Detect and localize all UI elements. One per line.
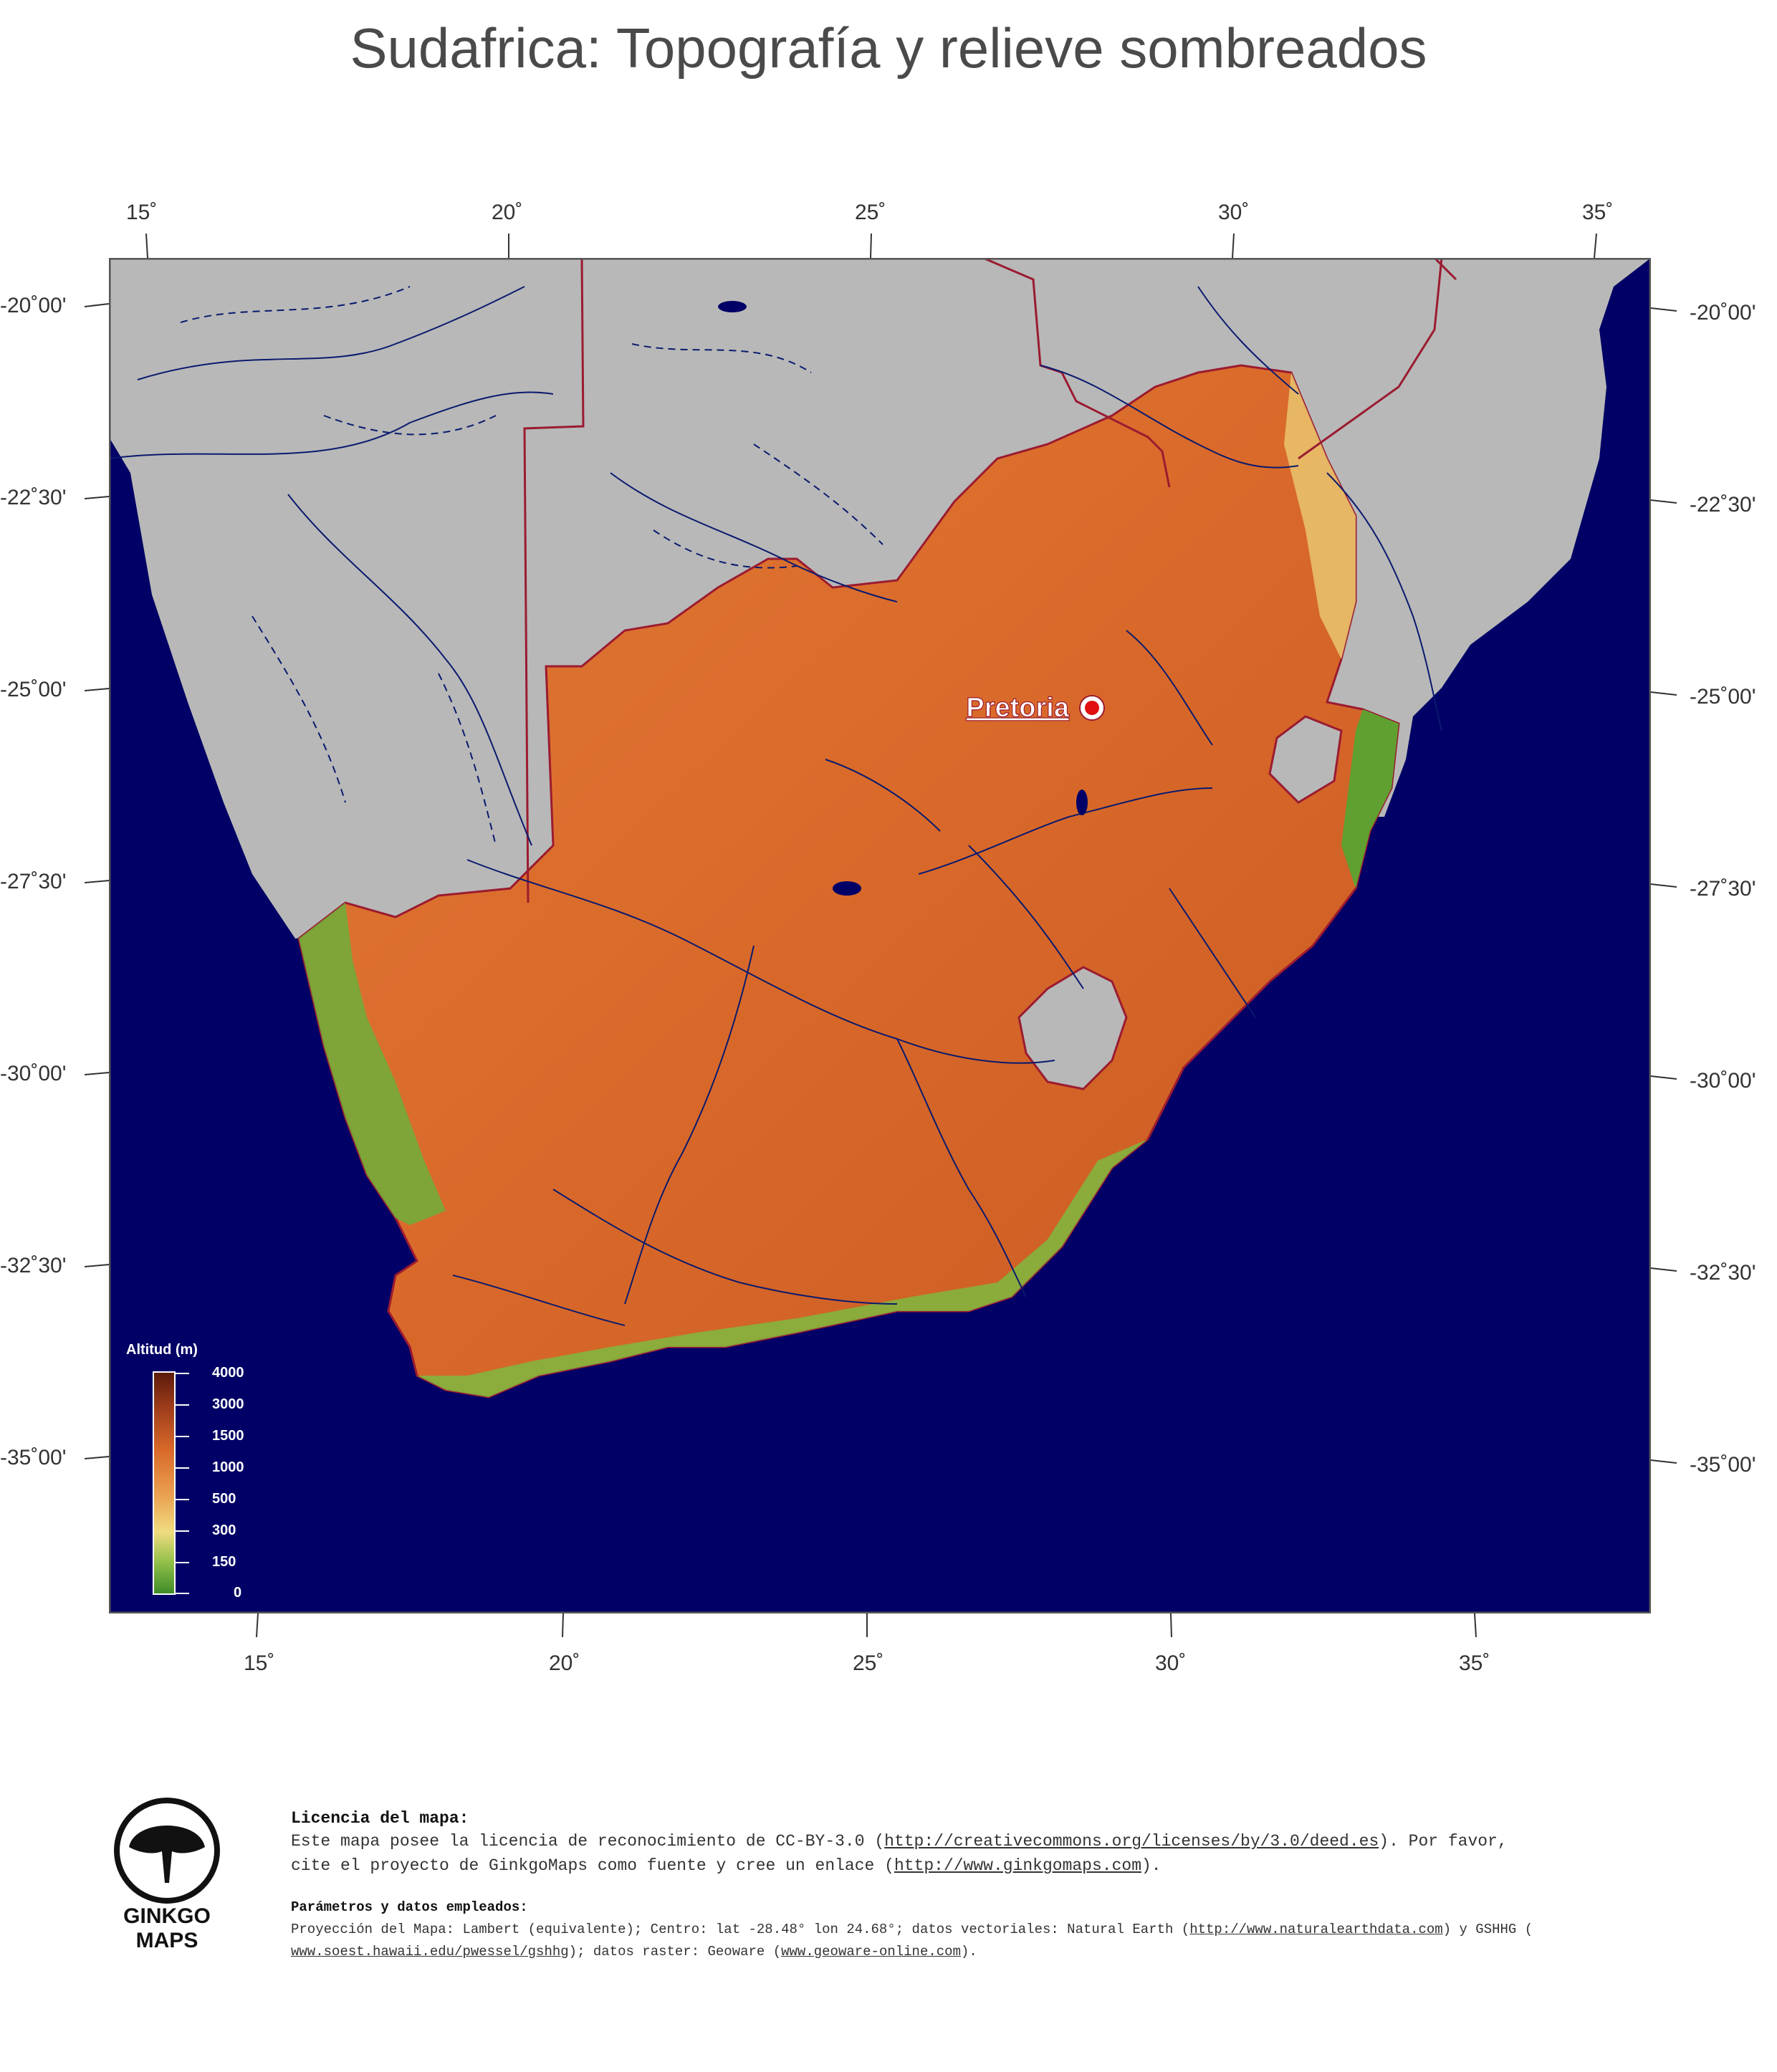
bottom-lon-label: 35˚ <box>1459 1651 1490 1675</box>
ginkgo-leaf-icon <box>114 1798 220 1904</box>
capital-marker[interactable] <box>1079 695 1105 721</box>
bottom-lon-label: 30˚ <box>1155 1651 1187 1675</box>
map-panel[interactable]: Pretoria <box>109 258 1651 1613</box>
international-borders <box>523 258 1457 903</box>
coastal-lowland <box>417 1139 1148 1397</box>
params-text-line1: Proyección del Mapa: Lambert (equivalent… <box>291 1922 1533 1937</box>
legend-tick: 1000 <box>212 1459 244 1475</box>
right-lat-label: -32˚30' <box>1690 1261 1756 1285</box>
top-lon-label: 35˚ <box>1582 201 1614 224</box>
legend-tick: 150 <box>212 1554 236 1570</box>
altitude-legend <box>153 1371 189 1595</box>
map-border <box>109 258 1651 1613</box>
gshhg-link[interactable]: www.soest.hawaii.edu/pwessel/gshhg <box>291 1944 569 1960</box>
left-lat-label: -32˚30' <box>0 1254 67 1277</box>
legend-tick: 300 <box>212 1522 236 1538</box>
left-lat-label: -30˚00' <box>0 1062 67 1085</box>
legend-tick: 3000 <box>212 1396 244 1412</box>
lesotho-enclave <box>1017 966 1128 1090</box>
params-text: ) y GSHHG ( <box>1442 1922 1533 1937</box>
params-text: ). <box>960 1944 977 1960</box>
ginkgomaps-link[interactable]: http://www.ginkgomaps.com <box>894 1856 1141 1875</box>
legend-tick: 0 <box>234 1585 242 1601</box>
params-text: Proyección del Mapa: Lambert (equivalent… <box>291 1922 1190 1937</box>
map-title: Sudafrica: Topografía y relieve sombread… <box>350 16 1427 80</box>
cc-license-link[interactable]: http://creativecommons.org/licenses/by/3… <box>884 1832 1379 1851</box>
params-text: ); datos raster: Geoware ( <box>568 1944 782 1960</box>
right-lat-label: -30˚00' <box>1690 1069 1756 1093</box>
license-text: ). <box>1141 1856 1161 1875</box>
rivers-intermittent <box>180 286 883 846</box>
bottom-lon-label: 20˚ <box>549 1651 580 1675</box>
right-lat-label: -27˚30' <box>1690 877 1756 901</box>
lake <box>1076 790 1088 815</box>
top-lon-label: 30˚ <box>1218 201 1250 224</box>
left-lat-label: -22˚30' <box>0 486 67 509</box>
right-lat-label: -20˚00' <box>1690 301 1756 325</box>
license-heading: Licencia del mapa: <box>291 1809 469 1828</box>
left-lat-label: -35˚00' <box>0 1446 67 1469</box>
coastal-lowland <box>299 903 446 1225</box>
coastal-lowland <box>1341 709 1399 888</box>
capital-label: Pretoria <box>966 693 1069 723</box>
logo-text-line2: MAPS <box>135 1929 198 1952</box>
top-lon-label: 25˚ <box>855 201 886 224</box>
license-text: cite el proyecto de GinkgoMaps como fuen… <box>291 1856 894 1875</box>
rivers <box>109 286 1442 1326</box>
legend-title: Altitud (m) <box>126 1342 198 1358</box>
logo-text-line1: GINKGO <box>123 1904 211 1928</box>
params-heading: Parámetros y datos empleados: <box>291 1899 528 1915</box>
lake <box>833 881 861 896</box>
right-lat-label: -35˚00' <box>1690 1453 1756 1477</box>
legend-tick: 500 <box>212 1491 236 1507</box>
bottom-lon-label: 15˚ <box>244 1651 275 1675</box>
license-text-line1: Este mapa posee la licencia de reconocim… <box>291 1832 1508 1851</box>
right-lat-label: -22˚30' <box>1690 493 1756 517</box>
bottom-lon-label: 25˚ <box>853 1651 884 1675</box>
license-text-line2: cite el proyecto de GinkgoMaps como fuen… <box>291 1856 1161 1875</box>
left-lat-label: -20˚00' <box>0 294 67 317</box>
top-lon-label: 15˚ <box>126 201 158 224</box>
license-text: ). Por favor, <box>1379 1832 1508 1851</box>
left-lat-label: -27˚30' <box>0 870 67 893</box>
legend-tick: 4000 <box>212 1365 244 1381</box>
graticule-ticks <box>84 233 1677 1638</box>
eswatini-enclave <box>1268 715 1343 804</box>
legend-tick: 1500 <box>212 1428 244 1444</box>
license-text: Este mapa posee la licencia de reconocim… <box>291 1832 885 1851</box>
ginkgomaps-logo: GINKGO MAPS <box>113 1797 221 1952</box>
coastal-lowland <box>1284 373 1356 659</box>
top-lon-label: 20˚ <box>492 201 523 224</box>
naturalearth-link[interactable]: http://www.naturalearthdata.com <box>1189 1922 1443 1937</box>
geoware-link[interactable]: www.geoware-online.com <box>781 1944 961 1960</box>
right-lat-label: -25˚00' <box>1690 685 1756 709</box>
params-text-line2: www.soest.hawaii.edu/pwessel/gshhg); dat… <box>291 1944 977 1960</box>
legend-colorbar <box>153 1371 176 1595</box>
lake <box>718 301 747 312</box>
left-lat-label: -25˚00' <box>0 678 67 701</box>
